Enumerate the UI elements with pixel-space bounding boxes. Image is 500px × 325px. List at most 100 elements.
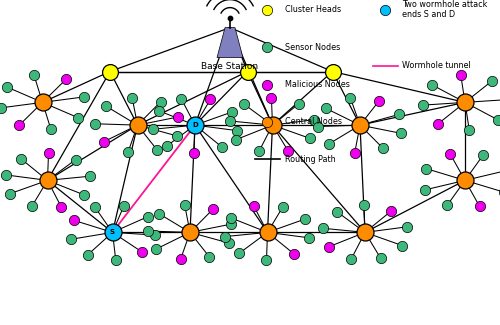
Point [218, 144, 226, 149]
Point [70, 218, 78, 223]
Point [232, 137, 240, 142]
Point [376, 255, 384, 261]
Point [226, 118, 234, 124]
Point [236, 251, 244, 256]
Polygon shape [217, 28, 243, 58]
Point [62, 77, 70, 82]
Point [457, 72, 465, 77]
Point [360, 202, 368, 207]
Point [465, 127, 473, 133]
Point [232, 128, 240, 133]
Point [476, 204, 484, 209]
Text: Sensor Nodes: Sensor Nodes [285, 43, 340, 52]
Point [268, 95, 276, 100]
Point [86, 174, 94, 179]
Point [328, 69, 336, 74]
Point [180, 202, 188, 208]
Point [422, 166, 430, 171]
Point [72, 157, 80, 162]
Text: Two wormhole attack
ends S and D: Two wormhole attack ends S and D [402, 0, 488, 20]
Point [0, 321, 4, 325]
Point [84, 252, 92, 257]
Point [244, 69, 252, 74]
Point [112, 257, 120, 263]
Point [228, 109, 236, 114]
Point [209, 207, 217, 212]
Point [322, 106, 330, 111]
Point [222, 234, 230, 239]
Point [461, 178, 469, 183]
Point [301, 216, 309, 222]
Point [461, 100, 469, 105]
Point [346, 96, 354, 101]
Point [134, 123, 141, 128]
Point [176, 257, 184, 262]
Point [152, 246, 160, 252]
Point [108, 230, 116, 235]
Point [488, 78, 496, 84]
Point [279, 204, 287, 209]
Point [0, 105, 5, 110]
Point [28, 203, 36, 209]
Point [325, 141, 333, 147]
Point [3, 84, 11, 90]
Text: Cluster Heads: Cluster Heads [285, 5, 341, 14]
Point [2, 172, 10, 177]
Point [190, 150, 198, 155]
Point [310, 117, 318, 122]
Point [227, 215, 235, 221]
Text: S: S [110, 229, 115, 235]
Point [0, 321, 4, 325]
Point [17, 156, 25, 162]
Point [402, 224, 410, 229]
Point [314, 124, 322, 129]
Point [149, 127, 157, 132]
Point [446, 152, 454, 157]
Point [295, 101, 303, 106]
Point [324, 244, 332, 249]
Point [91, 121, 99, 126]
Point [206, 97, 214, 102]
Point [38, 100, 46, 105]
Point [226, 15, 234, 20]
Point [356, 123, 364, 128]
Point [155, 211, 163, 216]
Text: D: D [192, 122, 198, 128]
Point [47, 127, 55, 132]
Point [0, 321, 5, 325]
Point [120, 203, 128, 208]
Point [290, 251, 298, 256]
Point [6, 191, 14, 196]
Point [494, 117, 500, 123]
Point [163, 143, 171, 149]
Point [100, 139, 108, 144]
Point [144, 214, 152, 219]
Point [361, 230, 369, 235]
Point [376, 98, 384, 103]
Point [44, 150, 52, 155]
Point [351, 150, 359, 155]
Point [225, 240, 233, 246]
Point [30, 73, 38, 78]
Point [144, 228, 152, 234]
Point [68, 237, 76, 242]
Point [418, 102, 426, 108]
Point [206, 254, 214, 260]
Text: Wormhole tunnel: Wormhole tunnel [402, 61, 471, 70]
Point [264, 230, 272, 235]
Point [44, 178, 52, 183]
Point [388, 208, 396, 214]
Point [172, 133, 180, 138]
Point [305, 235, 313, 240]
Text: Routing Path: Routing Path [285, 155, 336, 164]
Point [186, 230, 194, 235]
Point [319, 226, 327, 231]
Point [156, 99, 164, 105]
Point [333, 209, 341, 214]
Point [379, 146, 387, 151]
Point [0, 322, 4, 325]
Point [395, 112, 403, 117]
Point [91, 205, 99, 210]
Point [348, 256, 356, 261]
Point [268, 123, 276, 128]
